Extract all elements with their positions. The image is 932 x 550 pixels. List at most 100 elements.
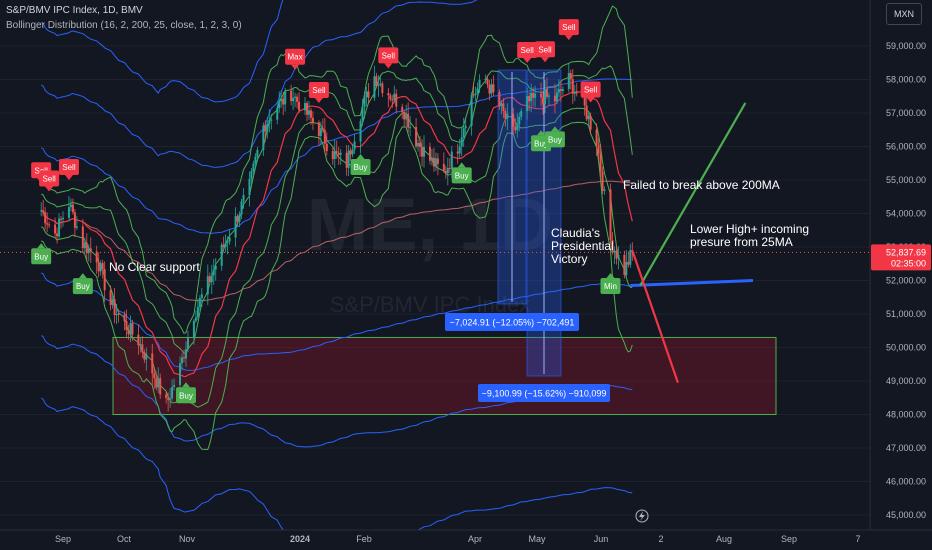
- candle-body: [478, 79, 481, 89]
- buy-signal: Buy: [544, 126, 565, 148]
- candle-body: [157, 378, 160, 388]
- candle-body: [71, 204, 74, 213]
- price-axis-tick: 48,000.00: [886, 410, 926, 420]
- indicator-legend[interactable]: Bollinger Distribution (16, 2, 200, 25, …: [6, 20, 242, 31]
- candle-body: [559, 89, 562, 91]
- candle-body: [99, 263, 102, 272]
- watermark-name: S&P/BMV IPC Index: [330, 292, 531, 317]
- candle-body: [532, 92, 535, 98]
- candle-body: [141, 344, 144, 353]
- candle-body: [206, 276, 209, 295]
- signal-labels: SellSellSellBuyBuyBuyMaxSellSellBuyBuySe…: [31, 19, 621, 404]
- time-axis-tick: 7: [855, 534, 860, 544]
- candle-body: [60, 218, 63, 220]
- candle-body: [236, 216, 239, 222]
- time-axis-tick: Nov: [179, 534, 196, 544]
- signal-pointer: [537, 130, 546, 136]
- candle-body: [262, 125, 265, 150]
- signal-box: [308, 82, 329, 99]
- annotation-text: Claudia's Presidential Victory: [551, 226, 614, 266]
- signal-box: [535, 41, 556, 58]
- signal-label: Sell: [312, 86, 326, 95]
- candle-body: [305, 103, 308, 115]
- candle-body: [276, 108, 279, 120]
- sell-signal: Sell: [378, 47, 399, 69]
- candle-body: [228, 237, 231, 242]
- candle-body: [617, 254, 620, 259]
- candle-body: [444, 170, 447, 174]
- signal-pointer: [356, 154, 365, 160]
- signal-pointer: [606, 273, 615, 279]
- sell-signal: Max: [285, 48, 306, 70]
- candle-body: [153, 373, 156, 379]
- candle-body: [123, 314, 126, 322]
- signal-pointer: [45, 186, 54, 192]
- signal-label: Sell: [520, 46, 534, 55]
- candle-body: [95, 251, 98, 263]
- candle-body: [222, 244, 225, 247]
- signal-label: Max: [288, 53, 303, 62]
- candle-body: [569, 73, 572, 80]
- candle-body: [363, 96, 366, 108]
- candle-body: [337, 152, 340, 155]
- candle-body: [250, 170, 253, 179]
- candle-body: [450, 151, 453, 169]
- candle-body: [73, 212, 76, 228]
- candle-body: [555, 92, 558, 102]
- measurement-label: −9,100.99 (−15.62%) −910,099: [482, 389, 607, 399]
- band-blue-outer-upper: [40, 0, 284, 103]
- lightning-icon-ring: [635, 509, 649, 523]
- signal-pointer: [586, 97, 595, 103]
- candle-body: [89, 248, 92, 252]
- buy-signal: Buy: [175, 382, 196, 404]
- candle-body: [256, 149, 259, 157]
- price-axis-tick: 56,000.00: [886, 142, 926, 152]
- candle-body: [210, 275, 213, 282]
- candle-body: [528, 96, 531, 102]
- candle-body: [498, 92, 501, 107]
- candle-body: [373, 76, 376, 98]
- candle-body: [601, 171, 604, 191]
- candle-body: [183, 357, 185, 359]
- candle-body: [151, 353, 154, 374]
- currency-button[interactable]: MXN: [886, 3, 922, 25]
- candle-body: [111, 299, 114, 305]
- candle-body: [214, 265, 217, 270]
- candle-body: [294, 96, 297, 98]
- candle-body: [270, 119, 273, 121]
- candle-body: [587, 115, 590, 120]
- signal-label: Buy: [354, 163, 368, 172]
- signal-box: [600, 278, 621, 295]
- candle-body: [395, 93, 398, 107]
- candle-body: [423, 146, 426, 157]
- chart-title: S&P/BMV IPC Index, 1D, BMV: [6, 5, 143, 16]
- candle-body: [220, 244, 223, 266]
- signal-pointer: [314, 98, 323, 104]
- candle-body: [252, 163, 255, 171]
- candle-body: [347, 150, 350, 168]
- lightning-icon: [635, 509, 649, 523]
- candle-body: [488, 84, 491, 94]
- candle-body: [375, 76, 378, 87]
- signal-box: [451, 167, 472, 184]
- price-axis-tick: 57,000.00: [886, 108, 926, 118]
- price-axis-tick: 51,000.00: [886, 309, 926, 319]
- candle-body: [611, 240, 614, 253]
- sell-signal: Sell: [558, 19, 579, 41]
- candle-body: [389, 95, 392, 100]
- candle-body: [504, 110, 507, 119]
- signal-box: [544, 131, 565, 148]
- price-axis-tick: 50,000.00: [886, 343, 926, 353]
- candle-body: [470, 94, 473, 126]
- price-axis-tick: 59,000.00: [886, 41, 926, 51]
- candle-body: [442, 163, 445, 171]
- signal-box: [39, 170, 60, 187]
- signal-pointer: [457, 162, 466, 168]
- candle-body: [159, 378, 162, 395]
- candle-body: [401, 106, 404, 112]
- candle-body: [292, 97, 295, 102]
- candle-body: [434, 158, 437, 167]
- time-axis-tick: Jun: [594, 534, 609, 544]
